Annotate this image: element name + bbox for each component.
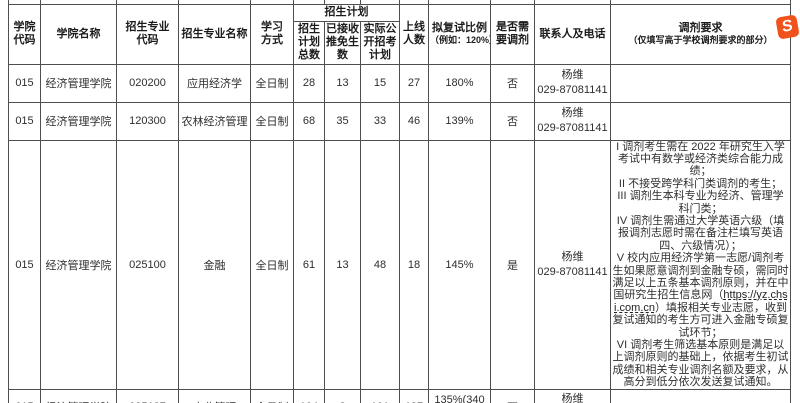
plan-open-cell: 15 — [360, 63, 400, 103]
header-requirement: 调剂要求 （仅填写高于学校调剂要求的部分） — [610, 3, 791, 65]
header-requirement-label: 调剂要求 — [678, 22, 723, 34]
college-name-cell: 经济管理学院 — [40, 139, 117, 390]
ratio-cell: 135%(340 分及以上) — [428, 388, 491, 403]
plan-exempt-cell: 13 — [324, 139, 361, 390]
contact-cell: 杨维 029-87081141 — [534, 139, 611, 390]
header-plan-open: 实际公 开招考 计划 — [360, 20, 400, 65]
requirement-item: V 校内应用经济学第一志愿/调剂考生如果愿意调剂到金融专硕，需同时满足以上五条基… — [612, 252, 789, 339]
requirement-item: VI 调剂考生筛选基本原则是满足以上调剂原则的基础上，依据考生初试成绩和相关专业… — [612, 339, 789, 389]
college-name-cell: 经济管理学院 — [40, 388, 117, 403]
above-line-cell: 18 — [399, 139, 429, 390]
plan-total-cell: 68 — [293, 101, 325, 141]
plan-total-cell: 61 — [293, 139, 325, 390]
contact-name: 杨维 — [561, 393, 584, 403]
requirement-item: IV 调剂生需通过大学英语六级（填报调剂志愿时需在备注栏填写英语四、六级情况）； — [616, 214, 785, 252]
need-transfer-cell: 是 — [490, 139, 535, 390]
plan-total-cell: 104 — [293, 388, 325, 403]
header-ratio: 拟复试比例（例如：120%） — [428, 3, 491, 65]
need-transfer-cell: 否 — [490, 63, 535, 103]
need-transfer-cell: 否 — [490, 101, 535, 141]
ratio-cell: 180% — [428, 63, 491, 103]
study-mode-cell: 全日制 — [250, 139, 294, 390]
ratio-cell: 139% — [428, 101, 491, 141]
contact-phone: 029-87081141 — [537, 84, 608, 96]
requirement-item: I 调剂考生需在 2022 年研究生入学考试中有数学或经济类综合能力成绩； — [616, 140, 785, 178]
above-line-cell: 46 — [399, 101, 429, 141]
contact-phone: 029-87081141 — [537, 122, 608, 134]
college-code-cell: 015 — [8, 63, 41, 103]
major-name-cell: 农林经济管理 — [178, 101, 251, 141]
plan-open-cell: 33 — [360, 101, 400, 141]
plan-exempt-cell: 35 — [324, 101, 361, 141]
header-plan-group: 招生计划 — [293, 3, 400, 22]
header-requirement-subnote: （仅填写高于学校调剂要求的部分） — [628, 35, 773, 45]
contact-cell: 杨维 029-87081141 — [534, 101, 611, 141]
major-code-cell: 095137 — [116, 388, 179, 403]
header-ratio-subnote: （例如：120%） — [430, 35, 490, 45]
header-ratio-label: 拟复试比例 — [432, 22, 487, 34]
requirement-item-text: V 校内应用经济学第一志愿/调剂考生如果愿意调剂到金融专硕，需同时满足以上五条基… — [612, 252, 789, 302]
transfer-info-table: 学院 代码 学院名称 招生专业 代码 招生专业名称 学习 方式 招生计划 上线 … — [8, 0, 791, 403]
requirement-item: III 调剂生本科专业为经济、管理学科门类； — [617, 190, 784, 215]
major-code-cell: 020200 — [116, 63, 179, 103]
ratio-cell: 145% — [428, 139, 491, 390]
header-college-name: 学院名称 — [40, 3, 117, 65]
major-name-cell: 应用经济学 — [178, 63, 251, 103]
contact-name: 杨维 — [561, 69, 584, 81]
table-row: 015 经济管理学院 020200 应用经济学 全日制 28 13 15 27 … — [8, 63, 791, 103]
plan-total-cell: 28 — [293, 63, 325, 103]
requirement-item: II 不接受跨学科门类调剂的考生； — [618, 177, 783, 190]
header-major-code: 招生专业 代码 — [116, 3, 179, 65]
plan-open-cell: 48 — [360, 139, 400, 390]
above-line-cell: 137 — [399, 388, 429, 403]
requirement-detail-cell: I 调剂考生需在 2022 年研究生入学考试中有数学或经济类综合能力成绩； II… — [610, 139, 791, 390]
requirement-item-text: ）填报相关专业志愿，收到复试通知的考生方可进入金融专硕复试环节； — [612, 301, 789, 339]
requirement-cell — [610, 388, 791, 403]
contact-cell: 杨维 029-87081141 — [534, 388, 611, 403]
plan-exempt-cell: 13 — [324, 63, 361, 103]
table-row: 015 经济管理学院 095137 农业管理 全日制 104 3 101 137… — [8, 388, 791, 403]
contact-phone: 029-87081141 — [537, 265, 608, 278]
header-plan-total: 招生 计划 总数 — [293, 20, 325, 65]
major-code-cell: 025100 — [116, 139, 179, 390]
contact-name: 杨维 — [561, 107, 584, 119]
college-name-cell: 经济管理学院 — [40, 101, 117, 141]
need-transfer-cell: 否 — [490, 388, 535, 403]
study-mode-cell: 全日制 — [250, 388, 294, 403]
college-code-cell: 015 — [8, 139, 41, 390]
sogou-watermark-icon: S — [775, 14, 800, 40]
watermark-letter: S — [781, 17, 794, 36]
header-above-line: 上线 人数 — [399, 3, 429, 65]
college-code-cell: 015 — [8, 101, 41, 141]
header-major-name: 招生专业名称 — [178, 3, 251, 65]
major-code-cell: 120300 — [116, 101, 179, 141]
college-code-cell: 015 — [8, 388, 41, 403]
table-row: 015 经济管理学院 120300 农林经济管理 全日制 68 35 33 46… — [8, 101, 791, 141]
header-study-mode: 学习 方式 — [250, 3, 294, 65]
study-mode-cell: 全日制 — [250, 63, 294, 103]
table-header-row-sub: 招生 计划 总数 已接收 推免生 数 实际公 开招考 计划 — [9, 20, 791, 65]
contact-name: 杨维 — [561, 250, 584, 263]
header-need-transfer: 是否需 要调剂 — [490, 3, 535, 65]
requirement-cell — [610, 101, 791, 141]
contact-cell: 杨维 029-87081141 — [534, 63, 611, 103]
major-name-cell: 农业管理 — [178, 388, 251, 403]
table-header-row-group: 学院 代码 学院名称 招生专业 代码 招生专业名称 学习 方式 招生计划 上线 … — [8, 3, 791, 65]
header-plan-exempt: 已接收 推免生 数 — [324, 20, 361, 65]
above-line-cell: 27 — [399, 63, 429, 103]
chsi-url-link[interactable]: https://yz.chsi.com.cn — [614, 289, 788, 314]
header-college-code: 学院 代码 — [8, 3, 41, 65]
plan-exempt-cell: 3 — [324, 388, 361, 403]
table-row: 015 经济管理学院 025100 金融 全日制 61 13 48 18 145… — [8, 139, 791, 390]
college-name-cell: 经济管理学院 — [40, 63, 117, 103]
study-mode-cell: 全日制 — [250, 101, 294, 141]
plan-open-cell: 101 — [360, 388, 400, 403]
header-contact: 联系人及电话 — [534, 3, 611, 65]
requirement-cell — [610, 63, 791, 103]
major-name-cell: 金融 — [178, 139, 251, 390]
